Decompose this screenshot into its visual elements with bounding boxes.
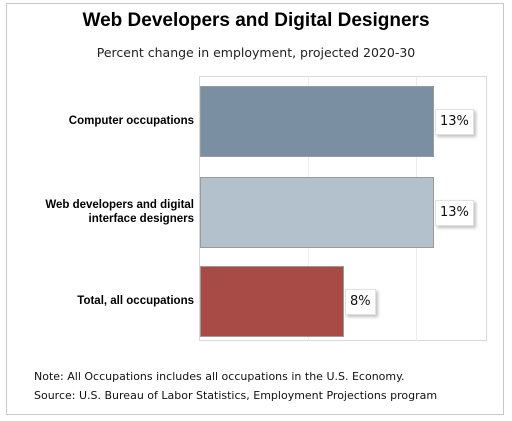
category-label-1: Web developers and digital interface desi… (14, 198, 194, 226)
bar-1 (200, 177, 434, 248)
bar-0 (200, 86, 434, 157)
value-label-0: 13% (435, 108, 474, 135)
chart-note: Note: All Occupations includes all occup… (34, 370, 405, 383)
category-label-line: Total, all occupations (77, 294, 194, 307)
category-label-line: Web developers and digital (45, 198, 194, 211)
value-label-2: 8% (345, 288, 376, 315)
category-label-line: interface designers (88, 212, 194, 225)
category-label-0: Computer occupations (14, 114, 194, 128)
chart-subtitle: Percent change in employment, projected … (96, 45, 416, 60)
bar-2 (200, 266, 344, 337)
category-label-2: Total, all occupations (14, 294, 194, 308)
value-label-1: 13% (435, 199, 474, 226)
chart-title: Web Developers and Digital Designers (82, 10, 430, 31)
chart-source: Source: U.S. Bureau of Labor Statistics,… (34, 389, 438, 402)
category-label-line: Computer occupations (68, 114, 194, 127)
